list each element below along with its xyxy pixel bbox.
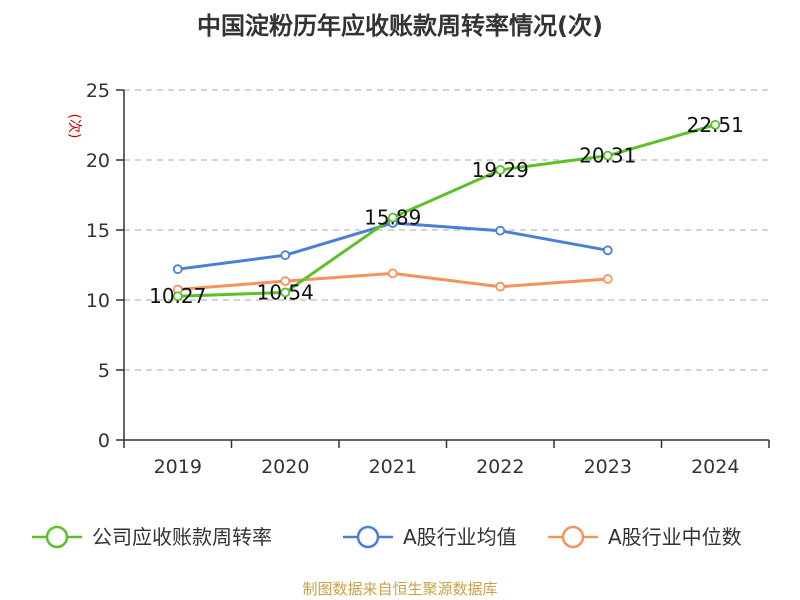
data-point-1-2022[interactable]: [495, 225, 506, 236]
legend-marker-0: [45, 525, 69, 549]
y-tick-label: 20: [86, 150, 110, 172]
series-line-0: [177, 123, 716, 298]
data-point-2-2023[interactable]: [602, 274, 613, 284]
y-tick-label: 25: [86, 80, 110, 102]
data-point-0-2023[interactable]: [602, 150, 613, 161]
data-label-2020: 10.54: [257, 280, 314, 304]
legend-label-1: A股行业均值: [403, 525, 517, 549]
y-axis-label: (次): [66, 114, 82, 139]
data-point-0-2019[interactable]: [172, 291, 183, 302]
data-label-2024: 22.51: [687, 113, 744, 137]
data-point-0-2024[interactable]: [710, 119, 721, 130]
data-point-1-2019[interactable]: [172, 264, 183, 275]
legend-item-1[interactable]: A股行业均值: [343, 525, 517, 549]
y-tick-label: 0: [98, 430, 110, 452]
data-point-0-2020[interactable]: [280, 287, 291, 298]
x-tick-label-2024: 2024: [691, 456, 739, 478]
legend-item-2[interactable]: A股行业中位数: [548, 525, 742, 549]
y-tick-label: 10: [86, 290, 110, 312]
x-tick-label-2020: 2020: [261, 456, 309, 478]
legend-label-0: 公司应收账款周转率: [92, 525, 272, 549]
legend-marker-1: [356, 525, 380, 549]
x-tick-label-2023: 2023: [584, 456, 632, 478]
legend-item-0[interactable]: 公司应收账款周转率: [32, 525, 272, 549]
x-tick-label-2019: 2019: [154, 456, 202, 478]
data-point-2-2020[interactable]: [280, 276, 291, 287]
chart-title: 中国淀粉历年应收账款周转率情况(次): [197, 12, 603, 40]
y-tick-label: 5: [98, 360, 110, 382]
data-labels: 10.27 10.54 15.89 19.29 20.31 22.51: [149, 113, 744, 308]
data-point-2-2021[interactable]: [387, 268, 398, 279]
data-label-2023: 20.31: [579, 144, 636, 168]
gridlines: [124, 89, 769, 371]
x-tick-label-2022: 2022: [476, 456, 524, 478]
source-note: 制图数据来自恒生聚源数据库: [302, 580, 497, 598]
data-point-1-2020[interactable]: [280, 250, 291, 261]
data-point-2-2022[interactable]: [495, 281, 506, 292]
series-lines: [172, 119, 721, 302]
y-tick-label: 15: [86, 220, 110, 242]
data-point-0-2022[interactable]: [495, 165, 506, 175]
data-point-0-2021[interactable]: [387, 212, 398, 223]
legend[interactable]: 公司应收账款周转率 A股行业均值 A股行业中位数: [32, 525, 742, 549]
legend-label-2: A股行业中位数: [608, 525, 742, 549]
data-label-2021: 15.89: [364, 206, 421, 230]
data-label-2019: 10.27: [149, 284, 206, 308]
axes: 0 5 10 15 20 25 2019 2020 2021 2022 2023 2024: [86, 80, 770, 478]
legend-marker-2: [561, 525, 585, 549]
data-point-1-2023[interactable]: [602, 245, 613, 256]
x-tick-label-2021: 2021: [369, 456, 417, 478]
data-label-2022: 19.29: [472, 158, 529, 182]
